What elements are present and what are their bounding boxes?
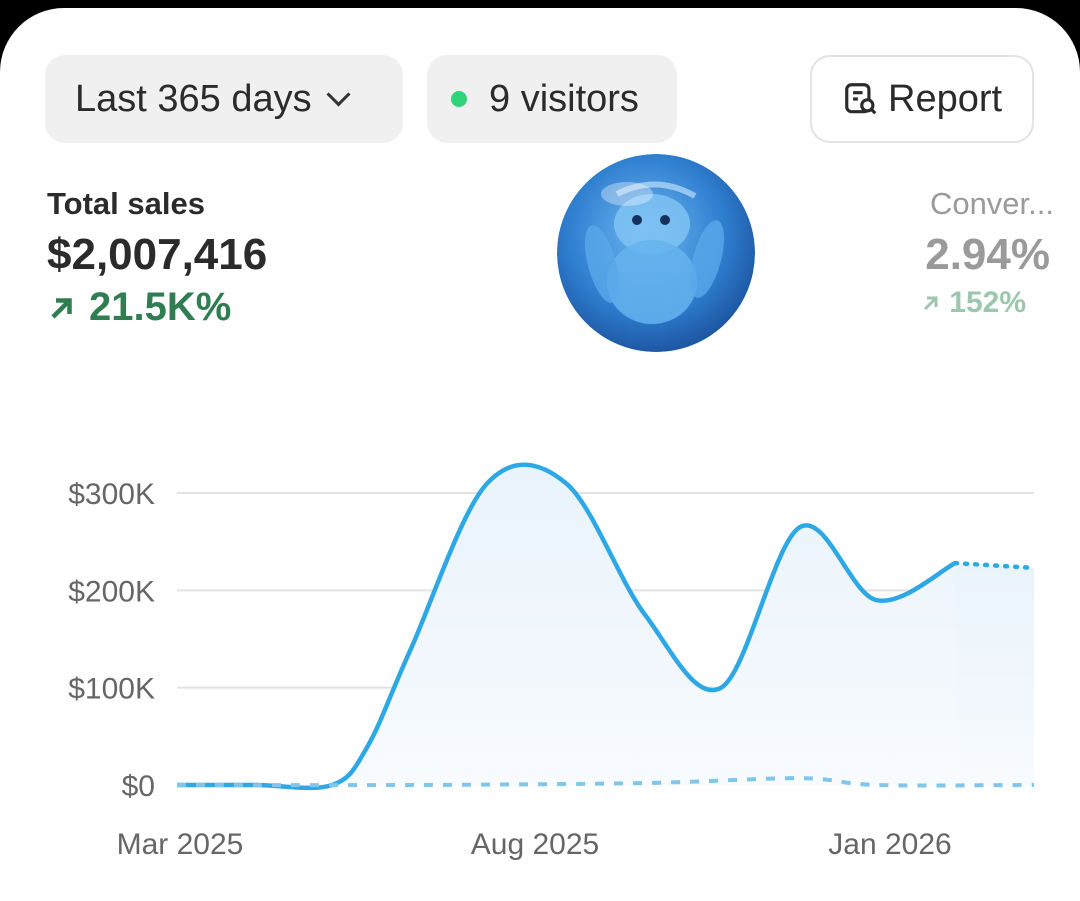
total-sales-label: Total sales: [47, 186, 205, 221]
chevron-down-icon: [326, 81, 351, 107]
conversion-change: 152%: [921, 286, 1026, 320]
total-sales-change: 21.5K%: [47, 285, 231, 330]
conversion-label: Conver...: [929, 186, 1054, 221]
live-visitors-button[interactable]: 9 visitors: [427, 55, 677, 143]
date-range-dropdown[interactable]: Last 365 days: [45, 55, 403, 143]
x-tick-label: Aug 2025: [471, 828, 599, 861]
x-tick-label: Mar 2025: [117, 828, 244, 861]
arrow-up-right-icon: [924, 296, 938, 311]
y-tick-label: $300K: [68, 478, 155, 511]
visitors-label: 9 visitors: [489, 77, 639, 120]
y-tick-label: $0: [122, 770, 155, 803]
total-sales-change-value: 21.5K%: [89, 285, 232, 329]
solid-series-area: [177, 464, 956, 788]
total-sales-value: $2,007,416: [47, 230, 268, 279]
conversion-value: 2.94%: [925, 230, 1050, 279]
conversion-change-value: 152%: [949, 286, 1026, 319]
report-label: Report: [888, 77, 1003, 120]
x-tick-label: Jan 2026: [828, 828, 951, 861]
dotted-series-line: [952, 560, 1037, 571]
avatar-image: [557, 154, 755, 352]
live-dot-icon: [451, 91, 467, 107]
dashboard-card: Last 365 days 9 visitors Report Total sa…: [0, 8, 1080, 901]
sales-chart: $0 $100K $200K $300K Mar 2025 Aug 2025 Jan 20…: [68, 462, 1037, 861]
y-tick-label: $100K: [68, 673, 155, 706]
report-search-icon: [845, 83, 877, 115]
solid-series-line: [177, 462, 957, 791]
arrow-up-right-icon: [51, 297, 72, 319]
avatar[interactable]: [557, 154, 755, 352]
date-range-label: Last 365 days: [75, 77, 312, 120]
y-tick-label: $200K: [68, 575, 155, 608]
dashed-series-line: [176, 776, 1035, 788]
dotted-series-area: [955, 563, 1034, 785]
report-button[interactable]: Report: [810, 55, 1034, 143]
